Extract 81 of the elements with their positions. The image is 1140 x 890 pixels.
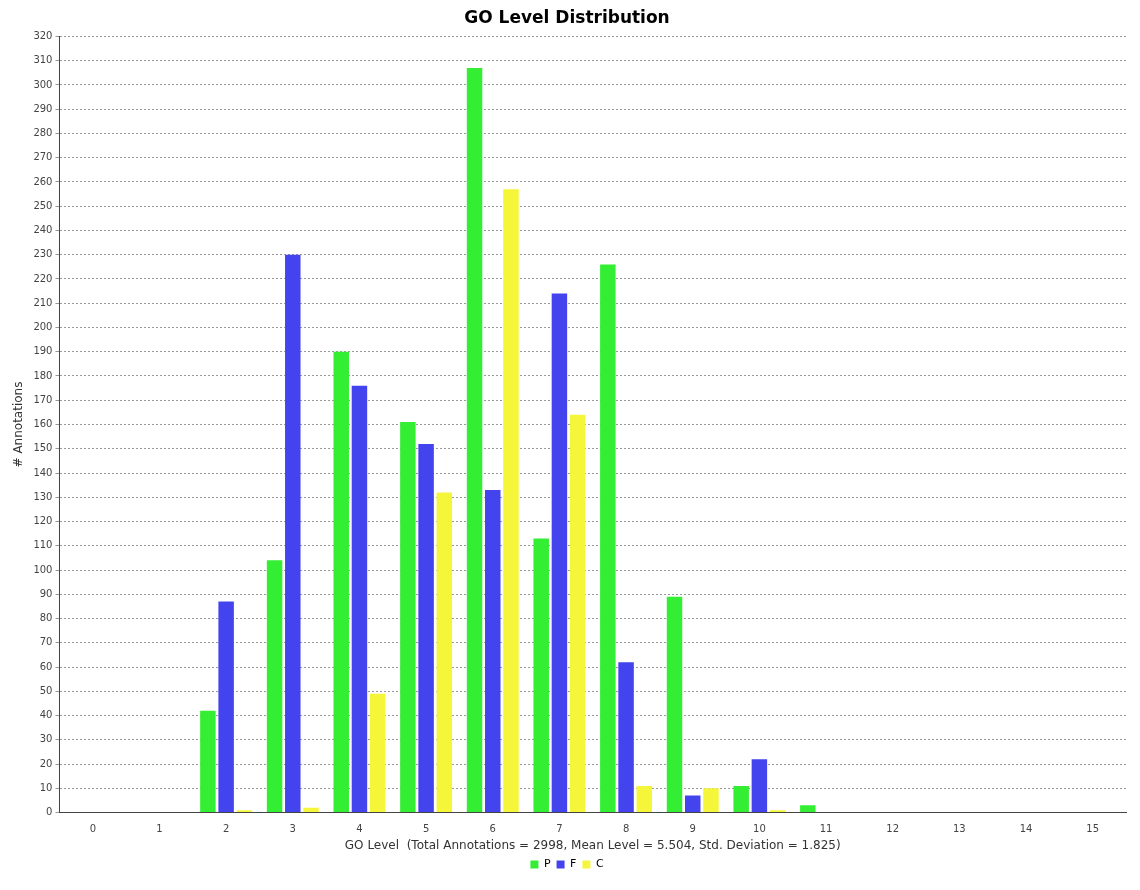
y-tick-label: 160 — [33, 418, 53, 430]
y-tick-label: 60 — [39, 660, 53, 672]
y-tick-label: 270 — [33, 151, 53, 163]
bar — [351, 385, 368, 813]
y-tick-label: 40 — [39, 709, 53, 721]
x-tick-label: 9 — [689, 823, 696, 835]
bar — [666, 596, 683, 813]
bar — [751, 759, 768, 813]
y-tick-label: 100 — [33, 563, 53, 575]
x-tick-label: 3 — [289, 823, 296, 835]
x-tick-label: 14 — [1019, 823, 1033, 835]
y-tick-label: 210 — [33, 296, 53, 308]
x-tick-label: 5 — [422, 823, 430, 835]
y-tick-label: 240 — [33, 224, 53, 236]
y-tick-label: 320 — [33, 29, 53, 41]
x-tick-label: 2 — [222, 823, 230, 835]
bar — [600, 264, 616, 813]
bar — [703, 788, 719, 813]
y-tick-label: 200 — [33, 321, 53, 333]
bar — [636, 785, 653, 813]
x-tick-label: 6 — [489, 823, 496, 835]
x-axis-title: GO Level (Total Annotations = 2998, Mean Level = 5.504, Std. Deviation = 1.825) — [344, 837, 841, 852]
bar — [285, 254, 301, 813]
y-tick-label: 130 — [33, 490, 53, 502]
y-tick-label: 80 — [39, 612, 53, 624]
y-tick-label: 90 — [39, 587, 53, 599]
bar — [618, 662, 634, 813]
bar — [418, 443, 434, 813]
bar — [684, 795, 701, 813]
bar — [466, 67, 483, 813]
y-tick-label: 230 — [33, 248, 53, 260]
y-tick-label: 30 — [39, 733, 53, 745]
y-tick-label: 250 — [33, 199, 53, 211]
y-tick-label: 290 — [33, 102, 53, 114]
bar — [485, 489, 501, 813]
y-tick-label: 190 — [33, 345, 53, 357]
bar — [800, 805, 816, 813]
x-tick-label: 4 — [356, 823, 363, 835]
y-tick-label: 20 — [39, 757, 53, 769]
y-tick-label: 150 — [33, 442, 53, 454]
y-tick-label: 180 — [33, 369, 53, 381]
x-tick-label: 8 — [622, 823, 630, 835]
y-tick-label: 70 — [39, 636, 53, 648]
x-tick-label: 0 — [89, 823, 96, 835]
y-tick-label: 140 — [33, 466, 53, 478]
x-tick-label: 10 — [753, 823, 766, 835]
x-tick-label: 12 — [886, 823, 900, 835]
legend-label: F — [570, 857, 577, 871]
y-tick-label: 260 — [33, 175, 53, 187]
x-tick-label: 11 — [819, 823, 833, 835]
bar — [551, 293, 568, 813]
y-tick-label: 120 — [33, 515, 53, 527]
bar — [200, 710, 216, 813]
bar — [503, 189, 519, 813]
bar — [218, 601, 234, 813]
y-tick-label: 50 — [39, 684, 53, 696]
x-tick-label: 1 — [156, 823, 163, 835]
y-tick-label: 170 — [33, 393, 53, 405]
chart-title: GO Level Distribution — [464, 6, 670, 27]
bar — [569, 414, 586, 813]
bar — [400, 422, 416, 813]
y-tick-label: 310 — [33, 54, 53, 66]
bar — [266, 560, 283, 813]
x-tick-label: 13 — [952, 823, 966, 835]
y-tick-label: 280 — [33, 127, 53, 139]
bar — [369, 693, 386, 813]
y-tick-label: 0 — [46, 806, 53, 818]
legend-label: C — [595, 857, 604, 871]
bar — [333, 351, 349, 813]
y-axis-title: # Annotations — [11, 381, 26, 468]
y-tick-label: 110 — [33, 539, 53, 551]
bar — [436, 492, 453, 813]
bar — [533, 538, 549, 813]
y-tick-label: 10 — [39, 781, 53, 793]
x-tick-label: 15 — [1086, 823, 1100, 835]
y-tick-label: 300 — [33, 78, 53, 90]
legend-label: P — [543, 857, 551, 871]
bar — [733, 785, 749, 813]
bar — [303, 807, 319, 813]
x-tick-label: 7 — [556, 823, 563, 835]
y-tick-label: 220 — [33, 272, 53, 284]
